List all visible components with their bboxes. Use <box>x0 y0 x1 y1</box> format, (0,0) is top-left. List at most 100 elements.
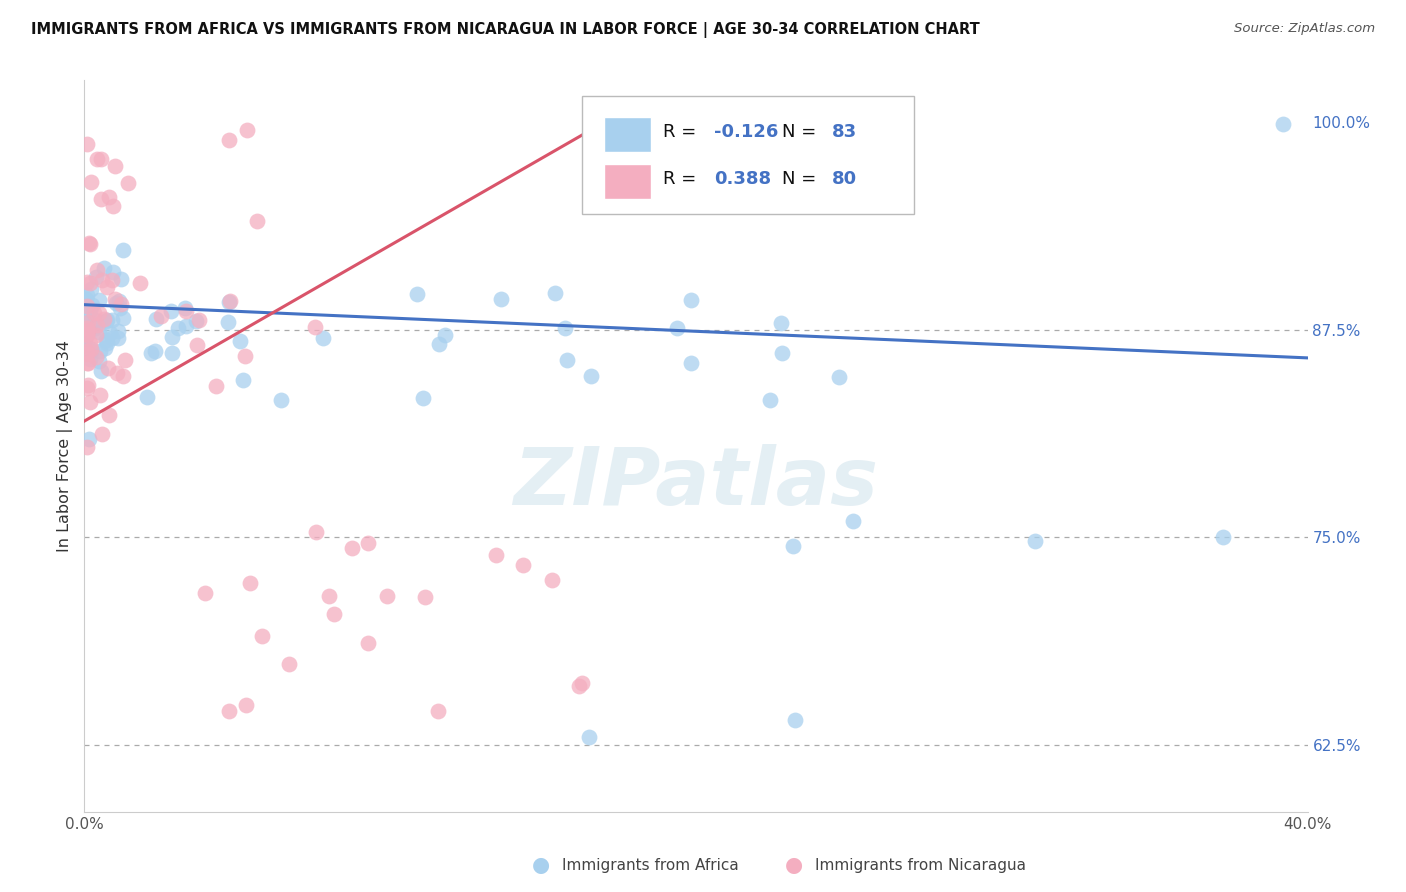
Text: ●: ● <box>786 855 803 875</box>
Point <box>412 391 434 405</box>
Point <box>406 287 429 301</box>
Point <box>356 536 378 550</box>
Point <box>720 116 742 130</box>
Point <box>512 558 534 572</box>
Point <box>1272 116 1295 130</box>
Point <box>93 260 115 275</box>
Point <box>107 324 129 338</box>
Point <box>87 306 110 320</box>
Point <box>842 514 865 528</box>
Point <box>232 373 254 387</box>
Point <box>544 286 567 301</box>
Point <box>94 314 117 328</box>
Point <box>77 356 100 370</box>
Point <box>91 427 114 442</box>
Point <box>104 159 127 173</box>
Point <box>193 586 215 600</box>
Text: Immigrants from Africa: Immigrants from Africa <box>562 858 740 872</box>
Point <box>97 361 120 376</box>
Point <box>219 294 242 309</box>
Text: Source: ZipAtlas.com: Source: ZipAtlas.com <box>1234 22 1375 36</box>
Point <box>79 302 101 317</box>
Point <box>568 679 591 693</box>
Point <box>111 311 134 326</box>
Text: IMMIGRANTS FROM AFRICA VS IMMIGRANTS FROM NICARAGUA IN LABOR FORCE | AGE 30-34 C: IMMIGRANTS FROM AFRICA VS IMMIGRANTS FRO… <box>31 22 980 38</box>
Point <box>76 309 98 323</box>
Point <box>84 270 107 285</box>
Point <box>782 539 804 553</box>
Point <box>107 331 129 345</box>
Point <box>218 133 240 147</box>
Point <box>557 353 579 368</box>
Point <box>579 369 602 384</box>
Point <box>79 352 101 367</box>
Point <box>218 704 240 718</box>
Point <box>76 320 98 334</box>
Point <box>150 310 173 324</box>
Point <box>485 548 508 562</box>
Point <box>84 350 107 364</box>
Point <box>246 213 269 227</box>
Point <box>541 573 564 587</box>
Point <box>93 312 115 326</box>
Point <box>110 297 132 311</box>
Point <box>84 320 107 334</box>
Point <box>80 175 103 189</box>
Point <box>87 354 110 368</box>
Y-axis label: In Labor Force | Age 30-34: In Labor Force | Age 30-34 <box>58 340 73 552</box>
Point <box>110 272 132 286</box>
Point <box>75 339 97 353</box>
Point <box>80 344 103 359</box>
Point <box>204 378 226 392</box>
Point <box>427 337 450 351</box>
Point <box>114 353 136 368</box>
Point <box>489 292 512 306</box>
Point <box>76 343 98 358</box>
Point <box>666 321 689 335</box>
Point <box>160 330 183 344</box>
Point <box>571 676 593 690</box>
Point <box>111 368 134 383</box>
Point <box>90 272 112 286</box>
Point <box>79 342 101 356</box>
Point <box>167 320 190 334</box>
Point <box>104 295 127 310</box>
Point <box>357 635 380 649</box>
Point <box>250 629 273 643</box>
Point <box>76 347 98 361</box>
Point <box>174 301 197 316</box>
Point <box>322 607 344 621</box>
Point <box>89 293 111 307</box>
Point <box>433 327 456 342</box>
Point <box>79 432 101 446</box>
Point <box>86 263 108 277</box>
Point <box>239 575 262 590</box>
Point <box>76 315 98 329</box>
Point <box>578 730 600 744</box>
Point <box>84 327 107 342</box>
Point <box>105 366 128 380</box>
Text: N =: N = <box>782 169 821 187</box>
Point <box>79 336 101 351</box>
Point <box>136 390 159 404</box>
Text: 0.388: 0.388 <box>714 169 772 187</box>
Point <box>83 305 105 319</box>
Text: R =: R = <box>664 169 702 187</box>
Point <box>184 314 207 328</box>
Text: ●: ● <box>533 855 550 875</box>
Point <box>340 541 363 556</box>
Point <box>117 176 139 190</box>
FancyBboxPatch shape <box>605 117 651 153</box>
Point <box>312 331 335 345</box>
Point <box>101 313 124 327</box>
Point <box>427 704 450 718</box>
Point <box>82 298 104 312</box>
Point <box>104 292 127 306</box>
Point <box>188 312 211 326</box>
Point <box>96 333 118 347</box>
Point <box>139 346 162 360</box>
Point <box>318 589 340 603</box>
Point <box>108 294 131 309</box>
Point <box>413 590 436 604</box>
Point <box>86 152 108 166</box>
